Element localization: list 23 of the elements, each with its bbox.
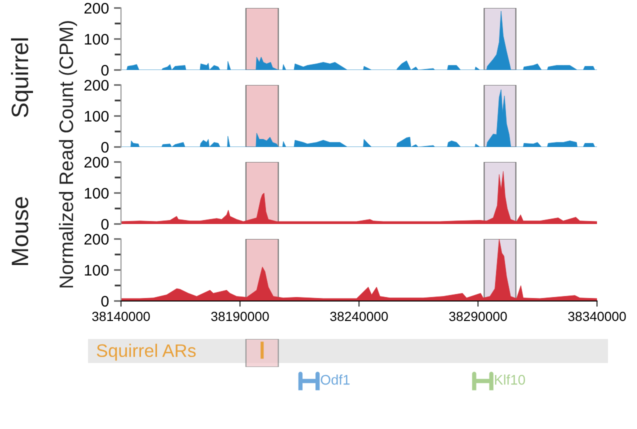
x-tick-label: 38190000 <box>211 312 269 322</box>
y-tick-label: 100 <box>84 34 109 45</box>
y-tick-label: 0 <box>101 296 109 307</box>
y-tick-label: 200 <box>84 2 109 14</box>
x-tick-label: 38140000 <box>92 312 150 322</box>
y-tick-label: 100 <box>84 188 109 199</box>
y-axis-title: Normalized Read Count (CPM) <box>58 21 78 288</box>
text: Squirrel ARs <box>96 344 196 361</box>
y-axis-title: Mouse <box>12 197 28 265</box>
y-tick-label: 100 <box>84 264 109 276</box>
y-tick-label: 200 <box>84 156 109 168</box>
y-tick-label: 0 <box>101 218 109 230</box>
y-tick-label: 200 <box>84 80 109 91</box>
x-tick-label: 38290000 <box>449 312 507 322</box>
text: Odf1 <box>320 374 350 385</box>
x-tick-label: 38240000 <box>330 312 388 322</box>
y-tick-label: 100 <box>84 110 109 122</box>
y-tick-label: 0 <box>101 142 109 153</box>
y-axis-title: Squirrel <box>10 38 34 118</box>
y-tick-label: 200 <box>84 234 109 245</box>
y-tick-label: 0 <box>101 64 109 76</box>
text: Klf10 <box>495 374 526 385</box>
x-tick-label: 38340000 <box>568 312 626 322</box>
